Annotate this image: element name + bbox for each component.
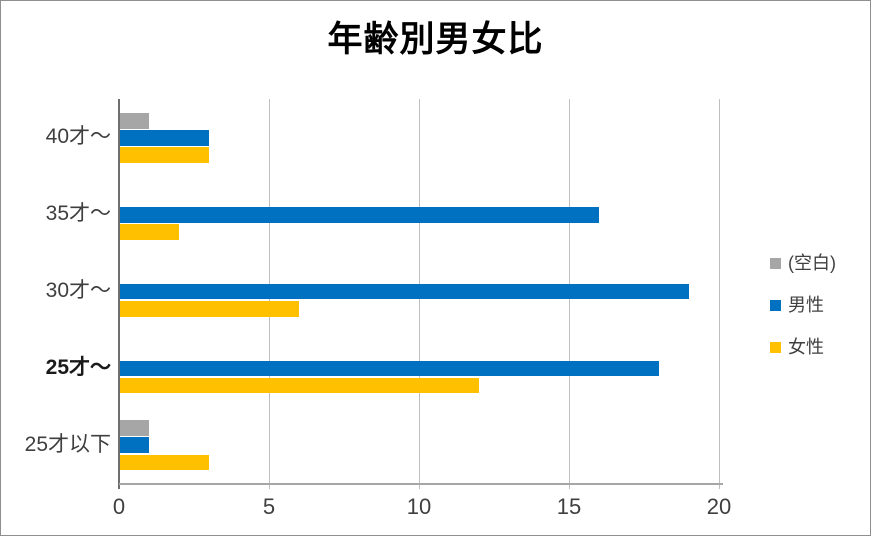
bar-series-1-cat-1	[120, 207, 599, 223]
x-axis-tick-label-10: 10	[406, 494, 432, 519]
chart-title: 年齢別男女比	[327, 20, 544, 59]
bar-series-2-cat-1	[120, 224, 179, 240]
legend-item-1: 男性	[770, 294, 836, 316]
y-axis-category-label-0: 40才〜	[45, 125, 111, 149]
legend-item-2: 女性	[770, 336, 836, 358]
y-axis-category-label-4: 25才以下	[24, 432, 111, 456]
bar-series-1-cat-4	[120, 437, 149, 453]
y-axis-line	[118, 99, 120, 489]
legend-marker-icon	[770, 257, 781, 269]
x-axis-tick-label-5: 5	[262, 494, 276, 519]
y-axis-category-label-1: 35才〜	[45, 202, 111, 226]
legend-item-0: (空白)	[770, 252, 836, 274]
bar-series-2-cat-3	[120, 377, 479, 394]
bar-series-1-cat-2	[120, 283, 689, 300]
bar-series-0-cat-4	[120, 420, 149, 436]
bar-series-2-cat-0	[120, 147, 209, 163]
legend-marker-icon	[770, 341, 781, 353]
y-axis-category-label-3: 25才～	[45, 355, 111, 379]
x-axis-line	[119, 483, 723, 485]
gridline-x-20	[718, 99, 720, 489]
legend-label: (空白)	[788, 253, 836, 273]
x-axis-tick-label-0: 0	[112, 494, 126, 519]
legend-label: 女性	[788, 337, 824, 357]
legend-label: 男性	[788, 295, 824, 315]
bar-series-2-cat-4	[120, 454, 209, 471]
x-axis-tick-label-15: 15	[556, 494, 582, 519]
legend: (空白) 男性女性	[770, 252, 836, 358]
x-axis-tick-label-20: 20	[706, 494, 732, 519]
bar-series-0-cat-0	[120, 113, 149, 129]
bar-series-1-cat-0	[120, 130, 209, 146]
bar-series-2-cat-2	[120, 301, 299, 317]
bar-series-1-cat-3	[120, 360, 659, 377]
y-axis-category-label-2: 30才〜	[45, 279, 111, 302]
legend-marker-icon	[770, 299, 781, 311]
